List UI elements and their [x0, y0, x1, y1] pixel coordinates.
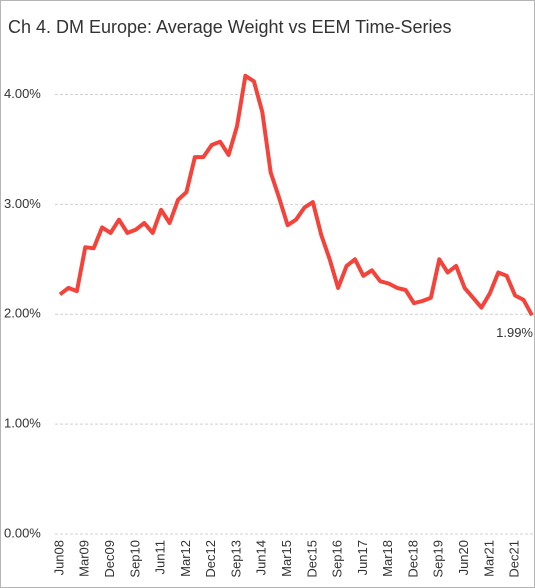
x-tick-label: Jun08 [51, 540, 66, 575]
x-tick-label: Sep13 [228, 540, 243, 578]
x-tick-label: Mar18 [380, 540, 395, 577]
y-tick-label: 3.00% [4, 196, 41, 211]
x-tick-label: Dec12 [203, 540, 218, 578]
x-tick-label: Mar21 [481, 540, 496, 577]
data-label: 1.99% [496, 325, 533, 340]
x-tick-label: Sep16 [330, 540, 345, 578]
y-tick-label: 4.00% [4, 86, 41, 101]
x-tick-label: Mar15 [279, 540, 294, 577]
x-tick-label: Mar12 [178, 540, 193, 577]
x-tick-label: Jun17 [355, 540, 370, 575]
y-tick-label: 1.00% [4, 416, 41, 431]
x-tick-label: Dec15 [304, 540, 319, 578]
x-tick-label: Dec09 [102, 540, 117, 578]
x-tick-label: Dec18 [405, 540, 420, 578]
x-tick-label: Jun11 [153, 540, 168, 574]
series-line [58, 73, 534, 317]
x-tick-label: Jun14 [254, 540, 269, 575]
x-tick-label: Jun20 [456, 540, 471, 575]
y-tick-label: 0.00% [4, 525, 41, 540]
x-tick-label: Mar09 [77, 540, 92, 577]
y-tick-label: 2.00% [4, 306, 41, 321]
chart-title: Ch 4. DM Europe: Average Weight vs EEM T… [8, 17, 452, 37]
x-tick-label: Dec21 [507, 540, 522, 578]
x-tick-label: Sep10 [127, 540, 142, 578]
x-tick-label: Sep19 [431, 540, 446, 578]
